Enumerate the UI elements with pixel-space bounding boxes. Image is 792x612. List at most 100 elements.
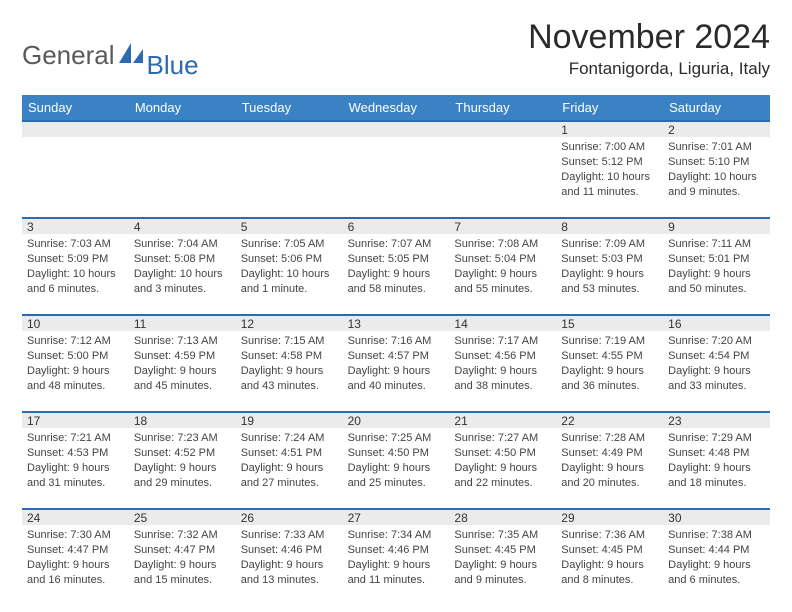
- sunrise-text: Sunrise: 7:09 AM: [561, 237, 658, 252]
- daylight-text-2: and 22 minutes.: [454, 476, 551, 491]
- sunset-text: Sunset: 4:51 PM: [241, 446, 338, 461]
- sunrise-text: Sunrise: 7:11 AM: [668, 237, 765, 252]
- sunrise-text: Sunrise: 7:27 AM: [454, 431, 551, 446]
- day-cell: Sunrise: 7:08 AMSunset: 5:04 PMDaylight:…: [449, 234, 556, 314]
- daylight-text-2: and 8 minutes.: [561, 573, 658, 588]
- daylight-text-1: Daylight: 9 hours: [668, 267, 765, 282]
- weeks-container: 12Sunrise: 7:00 AMSunset: 5:12 PMDayligh…: [22, 120, 770, 605]
- sunset-text: Sunset: 4:50 PM: [454, 446, 551, 461]
- sunrise-text: Sunrise: 7:13 AM: [134, 334, 231, 349]
- date-number: 19: [236, 413, 343, 429]
- day-cell: Sunrise: 7:24 AMSunset: 4:51 PMDaylight:…: [236, 428, 343, 508]
- sunset-text: Sunset: 4:52 PM: [134, 446, 231, 461]
- date-number: 5: [236, 219, 343, 235]
- day-cell: Sunrise: 7:29 AMSunset: 4:48 PMDaylight:…: [663, 428, 770, 508]
- date-number: 29: [556, 510, 663, 526]
- date-number-row: 10111213141516: [22, 314, 770, 331]
- daylight-text-1: Daylight: 9 hours: [241, 461, 338, 476]
- date-number: 28: [449, 510, 556, 526]
- daylight-text-2: and 3 minutes.: [134, 282, 231, 297]
- header: General Blue November 2024 Fontanigorda,…: [22, 18, 770, 81]
- date-number-row: 12: [22, 120, 770, 137]
- date-number: [449, 122, 556, 138]
- dayname-fri: Friday: [556, 95, 663, 120]
- daylight-text-1: Daylight: 9 hours: [241, 558, 338, 573]
- daylight-text-2: and 18 minutes.: [668, 476, 765, 491]
- sunrise-text: Sunrise: 7:28 AM: [561, 431, 658, 446]
- sunrise-text: Sunrise: 7:04 AM: [134, 237, 231, 252]
- daylight-text-2: and 1 minute.: [241, 282, 338, 297]
- day-cell: [22, 137, 129, 217]
- daylight-text-2: and 53 minutes.: [561, 282, 658, 297]
- sunset-text: Sunset: 4:58 PM: [241, 349, 338, 364]
- day-cell: Sunrise: 7:36 AMSunset: 4:45 PMDaylight:…: [556, 525, 663, 605]
- date-number: 4: [129, 219, 236, 235]
- sunset-text: Sunset: 4:45 PM: [454, 543, 551, 558]
- day-cell: Sunrise: 7:03 AMSunset: 5:09 PMDaylight:…: [22, 234, 129, 314]
- daylight-text-1: Daylight: 9 hours: [454, 267, 551, 282]
- daylight-text-1: Daylight: 9 hours: [561, 267, 658, 282]
- sunrise-text: Sunrise: 7:30 AM: [27, 528, 124, 543]
- sunrise-text: Sunrise: 7:01 AM: [668, 140, 765, 155]
- sunrise-text: Sunrise: 7:05 AM: [241, 237, 338, 252]
- day-cell: Sunrise: 7:13 AMSunset: 4:59 PMDaylight:…: [129, 331, 236, 411]
- sunset-text: Sunset: 4:53 PM: [27, 446, 124, 461]
- sunrise-text: Sunrise: 7:12 AM: [27, 334, 124, 349]
- sunset-text: Sunset: 4:46 PM: [241, 543, 338, 558]
- day-header-row: Sunday Monday Tuesday Wednesday Thursday…: [22, 95, 770, 120]
- sunset-text: Sunset: 4:45 PM: [561, 543, 658, 558]
- title-block: November 2024 Fontanigorda, Liguria, Ita…: [528, 18, 770, 79]
- daylight-text-1: Daylight: 9 hours: [27, 461, 124, 476]
- day-cell: Sunrise: 7:27 AMSunset: 4:50 PMDaylight:…: [449, 428, 556, 508]
- date-number: 18: [129, 413, 236, 429]
- sunset-text: Sunset: 5:00 PM: [27, 349, 124, 364]
- day-cell: [129, 137, 236, 217]
- sunrise-text: Sunrise: 7:23 AM: [134, 431, 231, 446]
- daylight-text-1: Daylight: 9 hours: [134, 461, 231, 476]
- daylight-text-1: Daylight: 10 hours: [134, 267, 231, 282]
- date-number: 16: [663, 316, 770, 332]
- daylight-text-1: Daylight: 9 hours: [668, 364, 765, 379]
- dayname-wed: Wednesday: [343, 95, 450, 120]
- date-number: 9: [663, 219, 770, 235]
- daylight-text-2: and 9 minutes.: [454, 573, 551, 588]
- date-number: 3: [22, 219, 129, 235]
- date-number: 26: [236, 510, 343, 526]
- day-cell: Sunrise: 7:30 AMSunset: 4:47 PMDaylight:…: [22, 525, 129, 605]
- sunset-text: Sunset: 4:59 PM: [134, 349, 231, 364]
- date-number: 24: [22, 510, 129, 526]
- day-cell: [236, 137, 343, 217]
- day-cell: Sunrise: 7:34 AMSunset: 4:46 PMDaylight:…: [343, 525, 450, 605]
- daylight-text-2: and 55 minutes.: [454, 282, 551, 297]
- sunrise-text: Sunrise: 7:20 AM: [668, 334, 765, 349]
- daylight-text-2: and 16 minutes.: [27, 573, 124, 588]
- daylight-text-1: Daylight: 9 hours: [348, 267, 445, 282]
- week-row: Sunrise: 7:30 AMSunset: 4:47 PMDaylight:…: [22, 525, 770, 605]
- sunrise-text: Sunrise: 7:16 AM: [348, 334, 445, 349]
- daylight-text-2: and 58 minutes.: [348, 282, 445, 297]
- day-cell: Sunrise: 7:19 AMSunset: 4:55 PMDaylight:…: [556, 331, 663, 411]
- sunset-text: Sunset: 4:55 PM: [561, 349, 658, 364]
- week-row: Sunrise: 7:12 AMSunset: 5:00 PM Daylight:…: [22, 331, 770, 411]
- day-cell: Sunrise: 7:01 AMSunset: 5:10 PMDaylight:…: [663, 137, 770, 217]
- date-number: 12: [236, 316, 343, 332]
- day-cell: Sunrise: 7:33 AMSunset: 4:46 PMDaylight:…: [236, 525, 343, 605]
- daylight-text-1: Daylight: 9 hours: [134, 558, 231, 573]
- sunrise-text: Sunrise: 7:07 AM: [348, 237, 445, 252]
- daylight-text-2: and 25 minutes.: [348, 476, 445, 491]
- date-number: 21: [449, 413, 556, 429]
- day-cell: Sunrise: 7:38 AMSunset: 4:44 PMDaylight:…: [663, 525, 770, 605]
- week-row: Sunrise: 7:21 AMSunset: 4:53 PMDaylight:…: [22, 428, 770, 508]
- sunset-text: Sunset: 4:56 PM: [454, 349, 551, 364]
- sunrise-text: Sunrise: 7:24 AM: [241, 431, 338, 446]
- sunset-text: Sunset: 5:06 PM: [241, 252, 338, 267]
- day-cell: Sunrise: 7:25 AMSunset: 4:50 PMDaylight:…: [343, 428, 450, 508]
- daylight-text-1: Daylight: 9 hours: [348, 558, 445, 573]
- week-row: Sunrise: 7:00 AMSunset: 5:12 PMDaylight:…: [22, 137, 770, 217]
- daylight-text-2: and 6 minutes.: [668, 573, 765, 588]
- daylight-text-2: and 31 minutes.: [27, 476, 124, 491]
- dayname-thu: Thursday: [449, 95, 556, 120]
- sunrise-text: Sunrise: 7:38 AM: [668, 528, 765, 543]
- date-number: 8: [556, 219, 663, 235]
- daylight-text-2: and 15 minutes.: [134, 573, 231, 588]
